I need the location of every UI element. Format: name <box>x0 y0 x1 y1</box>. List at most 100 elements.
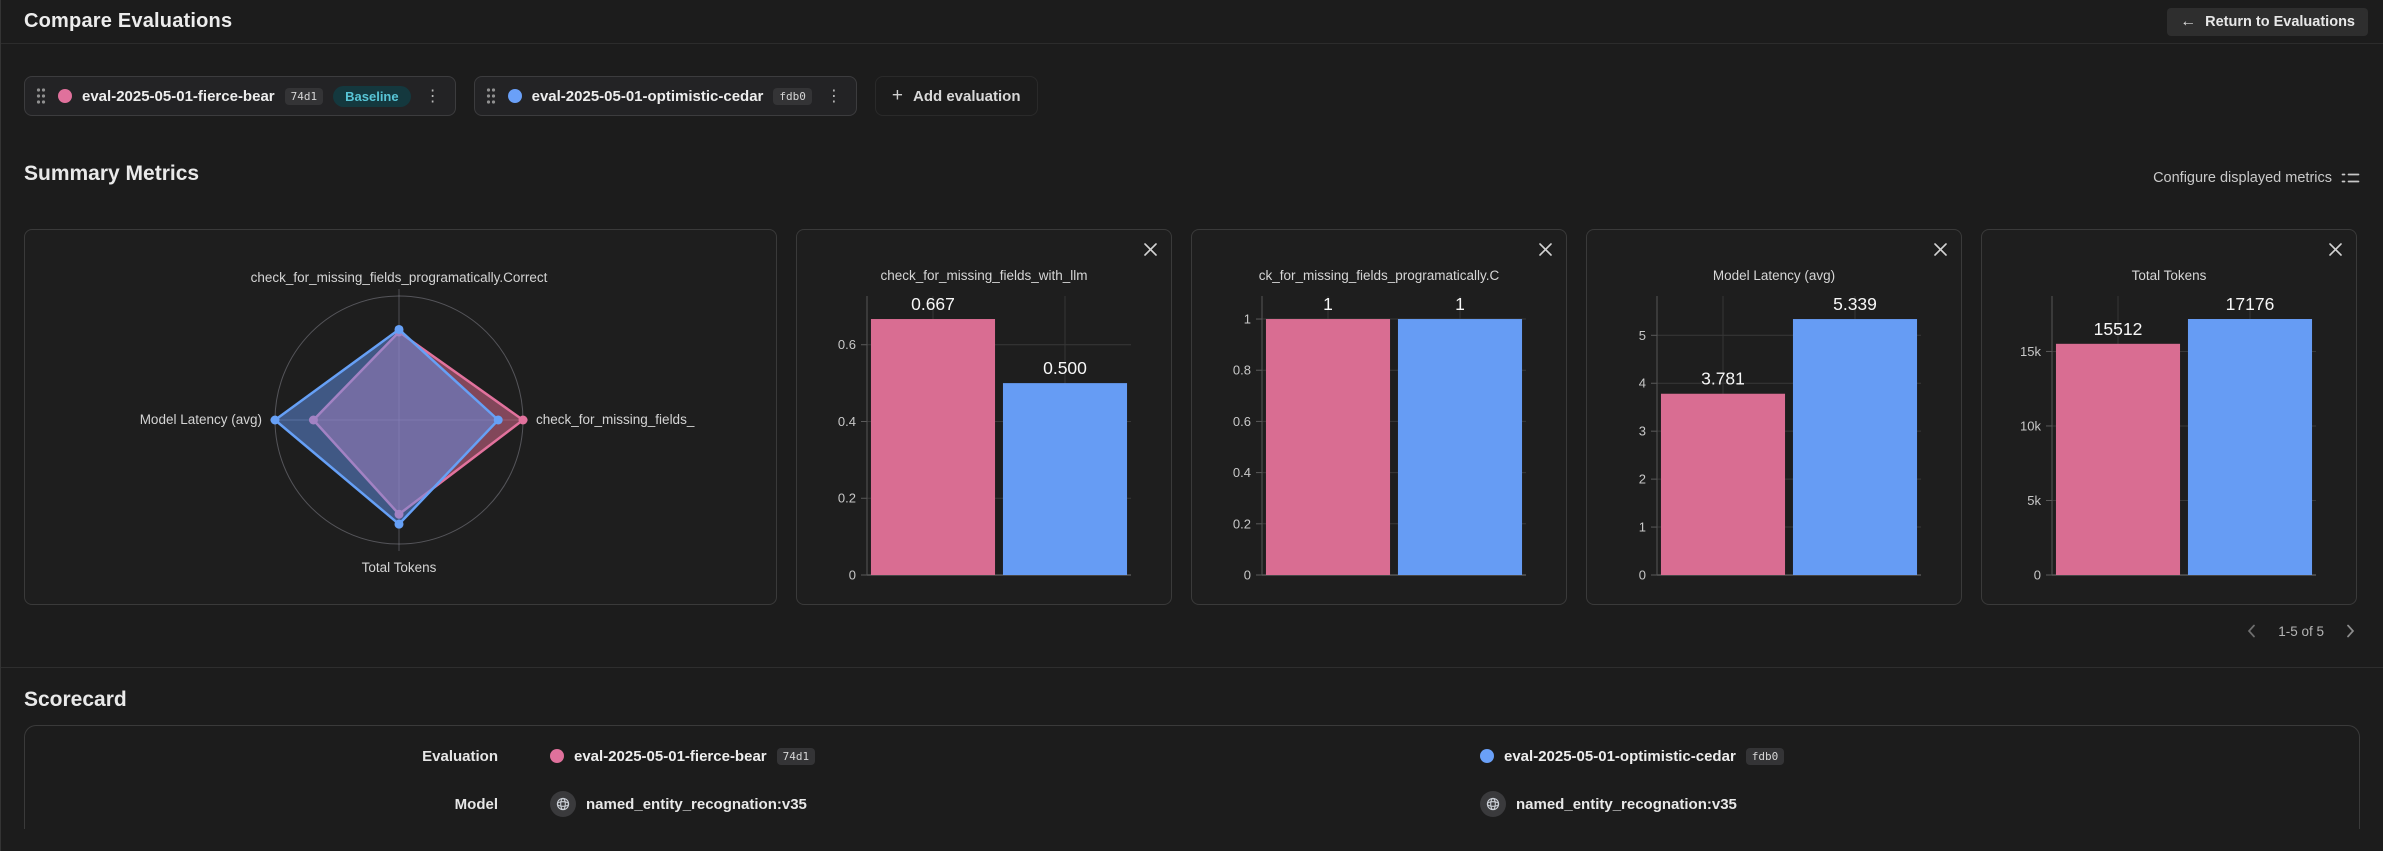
close-card-icon[interactable] <box>2324 238 2347 261</box>
eval-color-dot-blue <box>1480 749 1494 763</box>
model-name: named_entity_recognation:v35 <box>586 795 807 813</box>
add-evaluation-label: Add evaluation <box>913 87 1021 105</box>
svg-text:4: 4 <box>1639 376 1646 391</box>
eval-id-badge: 74d1 <box>284 87 324 105</box>
svg-text:0.6: 0.6 <box>1233 414 1251 429</box>
summary-metrics-title: Summary Metrics <box>24 162 200 185</box>
model-name: named_entity_recognation:v35 <box>1516 795 1737 813</box>
evaluation-chips-row: eval-2025-05-01-fierce-bear 74d1 Baselin… <box>24 76 2360 116</box>
svg-text:0: 0 <box>2034 568 2041 583</box>
add-evaluation-button[interactable]: + Add evaluation <box>874 76 1038 116</box>
model-icon <box>550 791 576 817</box>
plus-icon: + <box>891 85 903 106</box>
svg-text:Model Latency (avg): Model Latency (avg) <box>140 412 262 427</box>
evaluation-chip-baseline[interactable]: eval-2025-05-01-fierce-bear 74d1 Baselin… <box>24 76 456 116</box>
svg-text:0.4: 0.4 <box>838 414 856 429</box>
svg-text:2: 2 <box>1639 472 1646 487</box>
svg-text:0.6: 0.6 <box>838 337 856 352</box>
eval-color-dot-pink <box>58 89 72 103</box>
svg-text:0.500: 0.500 <box>1043 358 1087 378</box>
next-page-icon[interactable] <box>2344 622 2357 640</box>
scorecard-evaluation-compare: eval-2025-05-01-optimistic-cedar fdb0 <box>1428 747 2359 765</box>
svg-text:check_for_missing_fields_progr: check_for_missing_fields_programatically… <box>251 270 548 285</box>
configure-metrics-label: Configure displayed metrics <box>2153 170 2332 186</box>
radar-chart[interactable]: check_for_missing_fields_programatically… <box>25 230 776 609</box>
page-range-label: 1-5 of 5 <box>2278 623 2324 639</box>
eval-menu-kebab-icon[interactable]: ⋮ <box>421 86 445 106</box>
eval-color-dot-blue <box>507 89 522 103</box>
bar-chart[interactable]: 0 0.2 0.4 0.6 0.667 0.500 <box>797 292 1171 609</box>
eval-id-badge: fdb0 <box>1745 747 1785 765</box>
svg-text:0.4: 0.4 <box>1233 465 1251 480</box>
scorecard-title: Scorecard <box>24 688 127 711</box>
svg-text:3.781: 3.781 <box>1701 369 1745 389</box>
svg-text:5.339: 5.339 <box>1833 294 1877 314</box>
evaluation-chip-compare[interactable]: eval-2025-05-01-optimistic-cedar fdb0 ⋮ <box>473 76 857 116</box>
scorecard-model-baseline: named_entity_recognation:v35 <box>498 791 1428 817</box>
section-divider <box>1 667 2383 668</box>
close-card-icon[interactable] <box>1139 238 1162 261</box>
previous-page-icon[interactable] <box>2245 622 2258 640</box>
metric-card-title: check_for_missing_fields_with_llm <box>880 268 1088 283</box>
scorecard-evaluation-baseline: eval-2025-05-01-fierce-bear 74d1 <box>498 747 1428 765</box>
scorecard-model-compare: named_entity_recognation:v35 <box>1428 791 2359 817</box>
eval-name: eval-2025-05-01-optimistic-cedar <box>1504 747 1736 765</box>
svg-text:1: 1 <box>1244 312 1251 327</box>
baseline-badge: Baseline <box>333 85 411 107</box>
page-title: Compare Evaluations <box>24 10 233 32</box>
svg-text:3: 3 <box>1639 424 1646 439</box>
svg-text:Total Tokens: Total Tokens <box>362 560 437 575</box>
radar-chart-card: check_for_missing_fields_programatically… <box>24 229 777 605</box>
eval-name: eval-2025-05-01-fierce-bear <box>82 87 275 105</box>
bar-chart[interactable]: 0 0.2 0.4 0.6 0.8 1 1 1 <box>1192 292 1566 609</box>
metric-card-model-latency: Model Latency (avg) 0 1 2 3 4 5 3.781 5.339 <box>1586 229 1962 605</box>
svg-text:1: 1 <box>1455 294 1465 314</box>
svg-text:1: 1 <box>1639 520 1646 535</box>
svg-text:0.2: 0.2 <box>838 491 856 506</box>
metric-card-title: Total Tokens <box>2131 268 2207 283</box>
svg-text:17176: 17176 <box>2226 294 2275 314</box>
bar-chart[interactable]: 0 5k 10k 15k 15512 17176 <box>1982 292 2356 609</box>
configure-metrics-icon <box>2341 171 2360 185</box>
svg-text:10k: 10k <box>2020 418 2041 433</box>
configure-displayed-metrics-button[interactable]: Configure displayed metrics <box>2153 170 2360 186</box>
drag-handle-icon[interactable] <box>484 85 498 107</box>
model-icon <box>1480 791 1506 817</box>
eval-id-badge: fdb0 <box>773 87 812 105</box>
metrics-pagination: 1-5 of 5 <box>27 619 2357 643</box>
back-arrow-icon: ← <box>2180 12 2197 30</box>
metric-card-check-for-missing-fields-with-llm: check_for_missing_fields_with_llm 0 0.2 0.… <box>796 229 1172 605</box>
scorecard-row-label: Evaluation <box>422 747 498 765</box>
top-bar: Compare Evaluations ← Return to Evaluati… <box>1 0 2383 44</box>
eval-menu-kebab-icon[interactable]: ⋮ <box>822 86 846 106</box>
svg-text:check_for_missing_fields_: check_for_missing_fields_ <box>536 412 695 427</box>
close-card-icon[interactable] <box>1534 238 1557 261</box>
eval-name: eval-2025-05-01-optimistic-cedar <box>531 87 764 105</box>
eval-color-dot-pink <box>550 749 564 763</box>
metric-card-total-tokens: Total Tokens 0 5k 10k 15k 15512 17176 <box>1981 229 2357 605</box>
svg-text:0: 0 <box>1639 568 1646 583</box>
bar-chart[interactable]: 0 1 2 3 4 5 3.781 5.339 <box>1587 292 1961 609</box>
svg-text:15k: 15k <box>2020 344 2041 359</box>
svg-text:0.667: 0.667 <box>911 294 955 314</box>
eval-id-badge: 74d1 <box>776 747 816 765</box>
eval-name: eval-2025-05-01-fierce-bear <box>574 747 767 765</box>
metric-card-title: Model Latency (avg) <box>1712 268 1836 283</box>
summary-metrics-header: Summary Metrics Configure displayed metr… <box>24 162 2360 186</box>
svg-text:0: 0 <box>849 568 856 583</box>
metric-card-check-for-missing-fields-programatically: ck_for_missing_fields_programatically.C … <box>1191 229 1567 605</box>
svg-text:15512: 15512 <box>2094 319 2143 339</box>
scorecard-row-label: Model <box>454 795 498 813</box>
svg-text:1: 1 <box>1323 294 1333 314</box>
return-to-evaluations-button[interactable]: ← Return to Evaluations <box>2167 7 2368 36</box>
metric-card-title: ck_for_missing_fields_programatically.C <box>1258 268 1500 283</box>
return-button-label: Return to Evaluations <box>2205 13 2355 30</box>
close-card-icon[interactable] <box>1929 238 1952 261</box>
scorecard-row-evaluation: Evaluation eval-2025-05-01-fierce-bear 7… <box>25 732 2359 780</box>
svg-text:0: 0 <box>1244 568 1251 583</box>
scorecard-table: Evaluation eval-2025-05-01-fierce-bear 7… <box>24 725 2360 829</box>
drag-handle-icon[interactable] <box>34 85 48 107</box>
summary-metric-cards: check_for_missing_fields_programatically… <box>24 229 2360 605</box>
svg-text:5k: 5k <box>2027 493 2041 508</box>
svg-text:0.8: 0.8 <box>1233 363 1251 378</box>
